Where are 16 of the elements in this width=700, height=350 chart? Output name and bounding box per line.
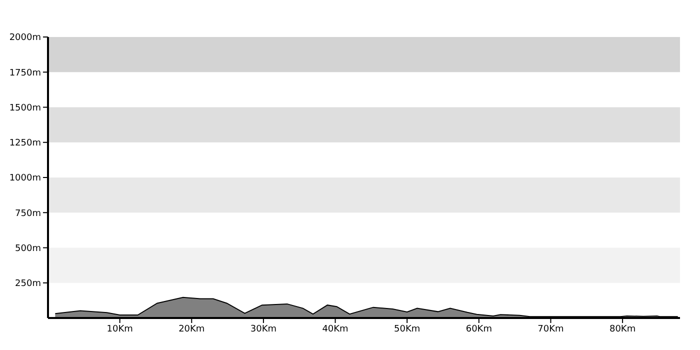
x-tick-label: 60Km: [466, 324, 492, 334]
x-tick-label: 40Km: [322, 324, 348, 334]
y-tick-label: 500m: [15, 244, 41, 254]
y-tick-label: 250m: [15, 279, 41, 290]
x-tick-label: 20Km: [178, 324, 205, 334]
x-tick-label: 10Km: [106, 324, 133, 334]
y-tick-label: 1750m: [9, 68, 41, 78]
y-tick-label: 1000m: [9, 174, 41, 184]
x-tick-label: 70Km: [538, 324, 564, 334]
y-tick-label: 1500m: [9, 103, 41, 114]
x-tick-label: 30Km: [250, 324, 277, 334]
x-tick-label: 80Km: [609, 324, 636, 334]
y-tick-label: 750m: [15, 208, 41, 219]
y-tick-label: 2000m: [9, 33, 41, 44]
x-tick-label: 50Km: [394, 324, 420, 334]
y-tick-label: 1250m: [9, 138, 41, 149]
